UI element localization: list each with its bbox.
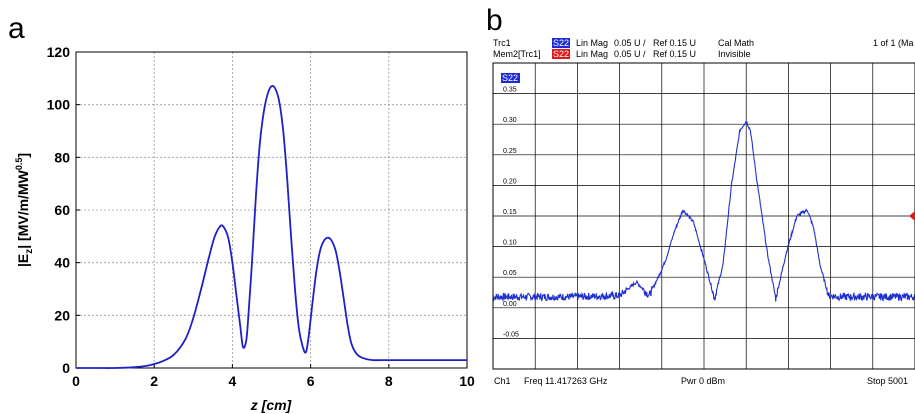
panel-b-y-tick-label-6: 0.25	[503, 148, 517, 155]
panel-b-letter: b	[486, 4, 503, 37]
header-badge-1: S22	[553, 38, 569, 48]
panel-a-y-tick-label-2: 40	[54, 255, 70, 271]
trace-badge: S22	[502, 73, 518, 83]
header-math-2: Invisible	[718, 49, 751, 59]
panel-a-x-tick-label-0: 0	[72, 373, 80, 389]
panel-a-grid	[76, 52, 467, 368]
panel-a-x-axis-label-text: z [cm]	[250, 397, 293, 413]
header-badge-1-bg	[552, 38, 570, 48]
panel-a-x-tick-label-1: 2	[150, 373, 158, 389]
panel-a-y-tick-label-1: 20	[54, 307, 70, 323]
reference-marker	[909, 211, 915, 221]
panel-b: b Trc1 S22 Lin Mag 0.05 U / Ref 0.15 U C…	[486, 4, 915, 386]
panel-b-y-tick-label-8: 0.35	[503, 87, 517, 94]
panel-b-y-tick-label-2: 0.05	[503, 270, 517, 277]
panel-a-y-axis-label-sup: 0.5	[14, 158, 24, 171]
footer-power: Pwr 0 dBm	[681, 376, 725, 386]
panel-a-y-axis-label-close: ]	[15, 153, 31, 158]
panel-a-y-tick-label-6: 120	[47, 44, 71, 60]
panel-a-x-tick-label-5: 10	[459, 373, 475, 389]
header-right-1: 1 of 1 (Ma	[873, 38, 914, 48]
panel-b-y-tick-label-3: 0.10	[503, 240, 517, 247]
panel-b-y-tick-label-5: 0.20	[503, 178, 517, 185]
header-trace-1: Trc1	[493, 38, 511, 48]
header-math-1: Cal Math	[718, 38, 754, 48]
trace-badge-bg	[501, 73, 520, 83]
panel-a-y-tick-label-3: 60	[54, 202, 70, 218]
panel-a-x-axis-label: z [cm]	[250, 397, 293, 413]
panel-a-x-tick-label-3: 6	[307, 373, 315, 389]
panel-b-ticks: -0.05 0.00 0.05 0.10 0.15 0.20 0.25 0.30 0.35	[503, 87, 519, 339]
panel-a-y-axis-label-sub: z	[24, 249, 35, 254]
panel-a-series-line	[76, 85, 467, 369]
header-badge-2-bg	[552, 49, 570, 59]
header-format-2: Lin Mag	[576, 49, 608, 59]
panel-a-y-tick-label-0: 0	[62, 360, 70, 376]
panel-a-y-tick-label-5: 100	[47, 97, 71, 113]
panel-b-y-tick-label-1: 0.00	[503, 301, 517, 308]
panel-b-grid	[493, 63, 915, 369]
header-badge-2: S22	[553, 49, 569, 59]
header-scale-2: 0.05 U /	[614, 49, 646, 59]
panel-a-x-tick-label-4: 8	[385, 373, 393, 389]
footer-channel: Ch1	[494, 376, 511, 386]
header-ref-2: Ref 0.15 U	[653, 49, 696, 59]
panel-a-x-tick-label-2: 4	[229, 373, 237, 389]
header-scale-1: 0.05 U /	[614, 38, 646, 48]
header-ref-1: Ref 0.15 U	[653, 38, 696, 48]
panel-a-y-axis-label-tail: | [MV/m/MW	[15, 169, 31, 248]
panel-a-y-axis-label-head: |E	[15, 254, 31, 267]
footer-stop: Stop 5001	[867, 376, 908, 386]
panel-b-series-line	[492, 120, 915, 303]
panel-a-letter: a	[8, 12, 25, 45]
header-trace-2: Mem2[Trc1]	[493, 49, 541, 59]
footer-freq: Freq 11.417263 GHz	[524, 376, 608, 386]
panel-b-y-tick-label-7: 0.30	[503, 117, 517, 124]
header-format-1: Lin Mag	[576, 38, 608, 48]
panel-b-y-tick-label-4: 0.15	[503, 209, 517, 216]
panel-a-y-tick-label-4: 80	[54, 149, 70, 165]
panel-b-y-tick-label-0: -0.05	[503, 331, 519, 338]
panel-a-y-axis-label: |Ez| [MV/m/MW0.5]	[14, 153, 35, 267]
